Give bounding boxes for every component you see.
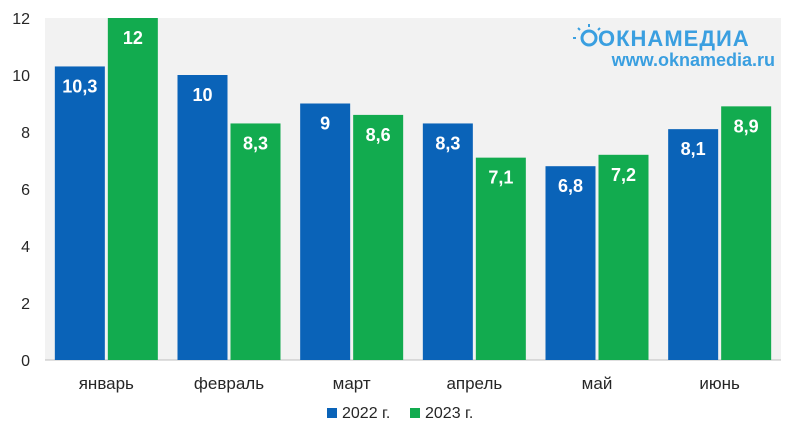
watermark-url: www.oknamedia.ru <box>611 50 775 70</box>
data-label: 8,6 <box>366 125 391 145</box>
x-tick-label: май <box>582 374 613 393</box>
y-tick-label: 0 <box>21 353 30 370</box>
data-label: 8,9 <box>734 116 759 136</box>
y-axis: 0 2 4 6 8 10 12 <box>12 11 30 370</box>
x-tick-label: апрель <box>446 374 502 393</box>
bar-2023 <box>475 157 526 360</box>
legend-label-2022: 2022 г. <box>342 405 390 422</box>
data-label: 8,3 <box>243 133 268 153</box>
data-label: 8,1 <box>681 139 706 159</box>
plot-area <box>45 18 781 360</box>
data-label: 8,3 <box>435 133 460 153</box>
legend-swatch-2023 <box>410 408 420 418</box>
bar-2022 <box>545 166 596 360</box>
bar-2023 <box>107 18 158 360</box>
bar-2023 <box>721 106 772 360</box>
bars-group: 10,3 12 10 8,3 9 8,6 8,3 7,1 6,8 7,2 8,1 8,9 <box>54 18 772 361</box>
legend: 2022 г. 2023 г. <box>327 405 473 422</box>
data-label: 9 <box>320 114 330 134</box>
bar-2022 <box>54 66 105 360</box>
watermark-brand: ОКНАМЕДИА <box>598 26 750 51</box>
bar-2022 <box>177 75 228 360</box>
x-tick-label: июнь <box>699 374 740 393</box>
x-tick-label: март <box>333 374 371 393</box>
bar-2022 <box>300 103 351 360</box>
sun-logo-icon <box>573 24 601 47</box>
data-label: 10 <box>192 85 212 105</box>
x-axis: январь февраль март апрель май июнь <box>79 374 740 393</box>
legend-label-2023: 2023 г. <box>425 405 473 422</box>
data-label: 7,1 <box>488 168 513 188</box>
bar-2023 <box>230 123 281 360</box>
y-tick-label: 12 <box>12 11 30 28</box>
x-tick-label: январь <box>79 374 134 393</box>
data-label: 12 <box>123 28 143 48</box>
y-tick-label: 10 <box>12 68 30 85</box>
y-tick-label: 6 <box>21 182 30 199</box>
bar-2023 <box>353 114 404 361</box>
legend-swatch-2022 <box>327 408 337 418</box>
bar-2022 <box>422 123 473 360</box>
data-label: 10,3 <box>62 76 97 96</box>
y-tick-label: 4 <box>21 239 30 256</box>
y-tick-label: 2 <box>21 296 30 313</box>
bar-2022 <box>668 129 719 360</box>
y-tick-label: 8 <box>21 125 30 142</box>
bar-2023 <box>598 154 649 360</box>
data-label: 6,8 <box>558 176 583 196</box>
x-tick-label: февраль <box>194 374 264 393</box>
data-label: 7,2 <box>611 165 636 185</box>
watermark: ОКНАМЕДИА www.oknamedia.ru <box>573 24 775 70</box>
